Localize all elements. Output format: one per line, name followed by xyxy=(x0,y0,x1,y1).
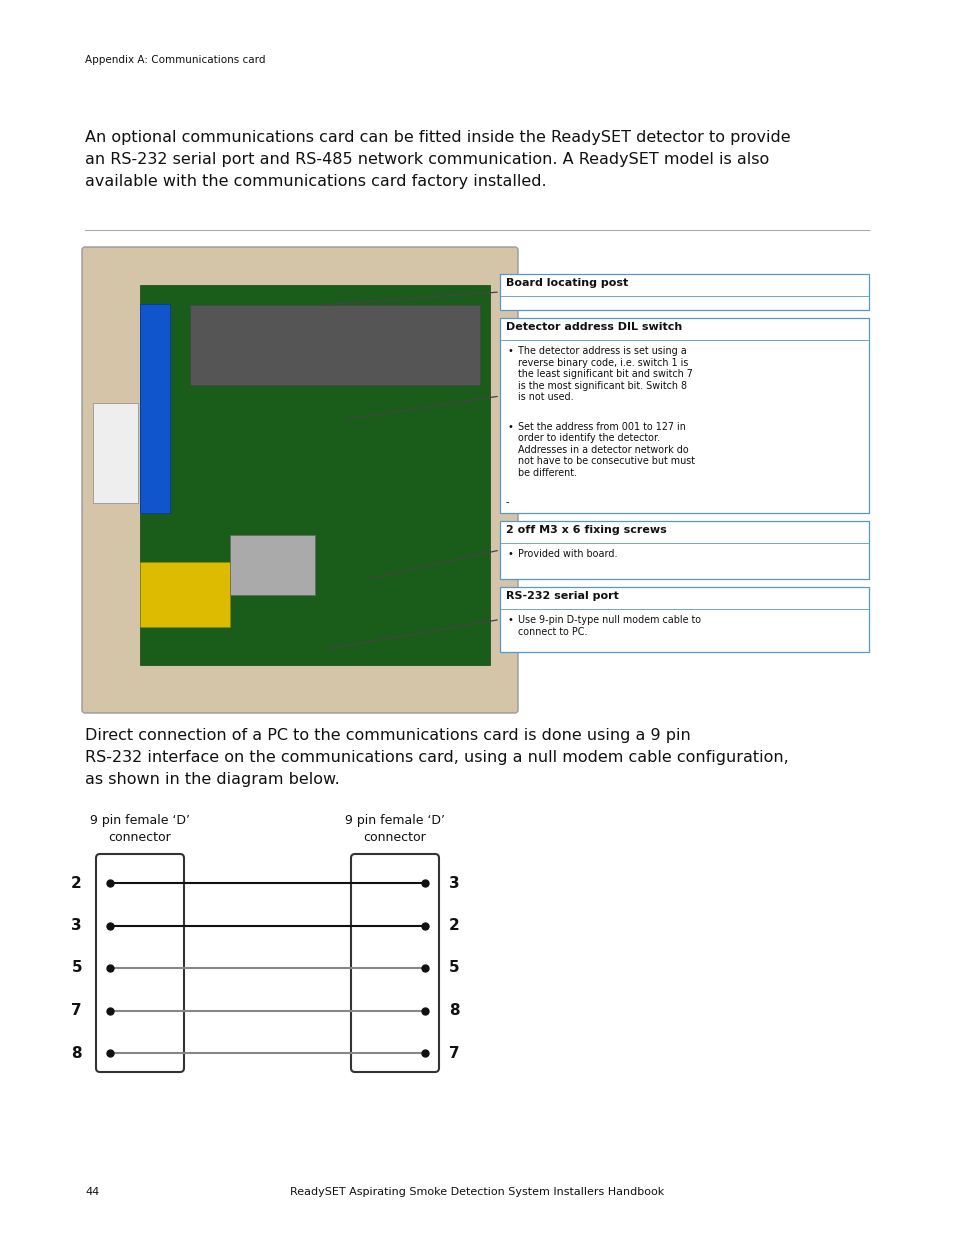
Text: •: • xyxy=(507,615,514,625)
Text: connector: connector xyxy=(363,831,426,844)
Text: available with the communications card factory installed.: available with the communications card f… xyxy=(85,174,546,189)
Bar xyxy=(499,521,868,579)
FancyBboxPatch shape xyxy=(351,853,438,1072)
Bar xyxy=(499,274,868,310)
Text: 2: 2 xyxy=(449,918,459,932)
Bar xyxy=(190,305,479,385)
Text: 8: 8 xyxy=(449,1003,459,1018)
Bar xyxy=(230,535,314,595)
Text: connector: connector xyxy=(109,831,172,844)
Text: RS-232 interface on the communications card, using a null modem cable configurat: RS-232 interface on the communications c… xyxy=(85,750,788,764)
Text: Appendix A: Communications card: Appendix A: Communications card xyxy=(85,56,265,65)
Text: •: • xyxy=(507,550,514,559)
Text: ReadySET Aspirating Smoke Detection System Installers Handbook: ReadySET Aspirating Smoke Detection Syst… xyxy=(290,1187,663,1197)
Bar xyxy=(140,285,490,664)
Text: Direct connection of a PC to the communications card is done using a 9 pin: Direct connection of a PC to the communi… xyxy=(85,727,690,743)
Text: 9 pin female ‘D’: 9 pin female ‘D’ xyxy=(345,814,444,827)
Text: •: • xyxy=(507,346,514,356)
Text: RS-232 serial port: RS-232 serial port xyxy=(505,592,618,601)
Bar xyxy=(499,317,868,513)
Text: 8: 8 xyxy=(71,1046,82,1061)
Text: 2 off M3 x 6 fixing screws: 2 off M3 x 6 fixing screws xyxy=(505,525,666,535)
Text: 7: 7 xyxy=(449,1046,459,1061)
Text: 5: 5 xyxy=(449,961,459,976)
Bar xyxy=(499,587,868,652)
Text: 44: 44 xyxy=(85,1187,99,1197)
Text: The detector address is set using a
reverse binary code, i.e. switch 1 is
the le: The detector address is set using a reve… xyxy=(517,346,692,403)
Text: 3: 3 xyxy=(449,876,459,890)
Text: as shown in the diagram below.: as shown in the diagram below. xyxy=(85,772,339,787)
Text: Use 9-pin D-type null modem cable to
connect to PC.: Use 9-pin D-type null modem cable to con… xyxy=(517,615,700,636)
Text: Detector address DIL switch: Detector address DIL switch xyxy=(505,322,681,332)
Bar xyxy=(140,304,170,513)
FancyBboxPatch shape xyxy=(82,247,517,713)
Text: 3: 3 xyxy=(71,918,82,932)
Bar xyxy=(92,403,138,503)
Text: 7: 7 xyxy=(71,1003,82,1018)
Bar xyxy=(140,562,230,627)
Text: Board locating post: Board locating post xyxy=(505,278,628,288)
Text: •: • xyxy=(507,421,514,431)
Text: Set the address from 001 to 127 in
order to identify the detector.
Addresses in : Set the address from 001 to 127 in order… xyxy=(517,421,695,478)
Text: an RS-232 serial port and RS-485 network communication. A ReadySET model is also: an RS-232 serial port and RS-485 network… xyxy=(85,152,768,167)
Text: Provided with board.: Provided with board. xyxy=(517,550,617,559)
Text: An optional communications card can be fitted inside the ReadySET detector to pr: An optional communications card can be f… xyxy=(85,130,790,144)
Text: 2: 2 xyxy=(71,876,82,890)
FancyBboxPatch shape xyxy=(96,853,184,1072)
Text: 9 pin female ‘D’: 9 pin female ‘D’ xyxy=(90,814,190,827)
Text: 5: 5 xyxy=(71,961,82,976)
Text: -: - xyxy=(505,496,509,508)
